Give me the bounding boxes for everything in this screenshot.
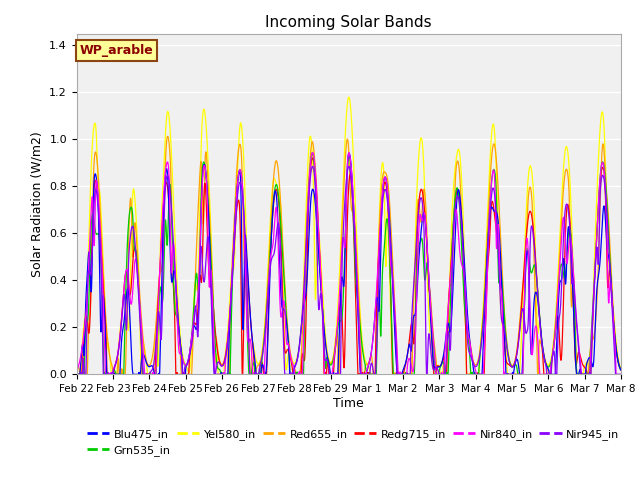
Text: WP_arable: WP_arable xyxy=(79,44,153,57)
X-axis label: Time: Time xyxy=(333,397,364,410)
Title: Incoming Solar Bands: Incoming Solar Bands xyxy=(266,15,432,30)
Legend: Blu475_in, Grn535_in, Yel580_in, Red655_in, Redg715_in, Nir840_in, Nir945_in: Blu475_in, Grn535_in, Yel580_in, Red655_… xyxy=(83,424,624,460)
Y-axis label: Solar Radiation (W/m2): Solar Radiation (W/m2) xyxy=(31,131,44,277)
